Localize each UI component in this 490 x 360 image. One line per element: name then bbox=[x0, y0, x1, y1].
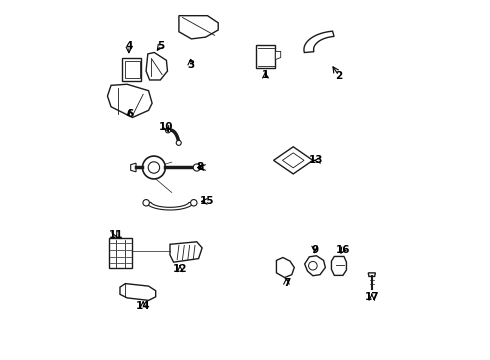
Polygon shape bbox=[275, 51, 281, 60]
Circle shape bbox=[143, 199, 149, 206]
Text: 10: 10 bbox=[159, 122, 173, 132]
Polygon shape bbox=[256, 45, 275, 68]
Polygon shape bbox=[122, 58, 142, 81]
Polygon shape bbox=[146, 53, 168, 80]
Circle shape bbox=[143, 156, 165, 179]
Polygon shape bbox=[179, 16, 218, 39]
Polygon shape bbox=[305, 256, 325, 276]
Circle shape bbox=[193, 164, 200, 171]
Text: 16: 16 bbox=[336, 245, 350, 255]
Text: 2: 2 bbox=[335, 71, 343, 81]
Polygon shape bbox=[124, 60, 140, 78]
Polygon shape bbox=[282, 153, 304, 168]
Circle shape bbox=[309, 261, 317, 270]
Text: 9: 9 bbox=[311, 245, 318, 255]
Polygon shape bbox=[273, 147, 313, 174]
Polygon shape bbox=[109, 238, 132, 269]
Text: 4: 4 bbox=[125, 41, 133, 51]
Text: 14: 14 bbox=[136, 301, 150, 311]
Text: 13: 13 bbox=[309, 156, 324, 165]
Polygon shape bbox=[107, 84, 152, 117]
Polygon shape bbox=[170, 242, 202, 262]
Polygon shape bbox=[331, 256, 346, 275]
Text: 15: 15 bbox=[200, 197, 215, 206]
Text: 5: 5 bbox=[157, 41, 164, 51]
Text: 3: 3 bbox=[187, 60, 195, 70]
Polygon shape bbox=[146, 202, 194, 210]
Polygon shape bbox=[368, 273, 375, 276]
Circle shape bbox=[148, 162, 160, 173]
Polygon shape bbox=[276, 257, 294, 278]
Text: 11: 11 bbox=[108, 230, 123, 240]
Text: 12: 12 bbox=[173, 264, 187, 274]
Circle shape bbox=[191, 199, 197, 206]
Text: 1: 1 bbox=[262, 70, 269, 80]
Text: 8: 8 bbox=[196, 162, 204, 172]
Polygon shape bbox=[131, 163, 136, 172]
Polygon shape bbox=[304, 31, 334, 53]
Circle shape bbox=[166, 128, 171, 133]
Text: 7: 7 bbox=[283, 278, 290, 288]
Text: 6: 6 bbox=[126, 109, 134, 119]
Circle shape bbox=[176, 140, 181, 145]
Text: 17: 17 bbox=[365, 292, 379, 302]
Polygon shape bbox=[120, 284, 156, 300]
